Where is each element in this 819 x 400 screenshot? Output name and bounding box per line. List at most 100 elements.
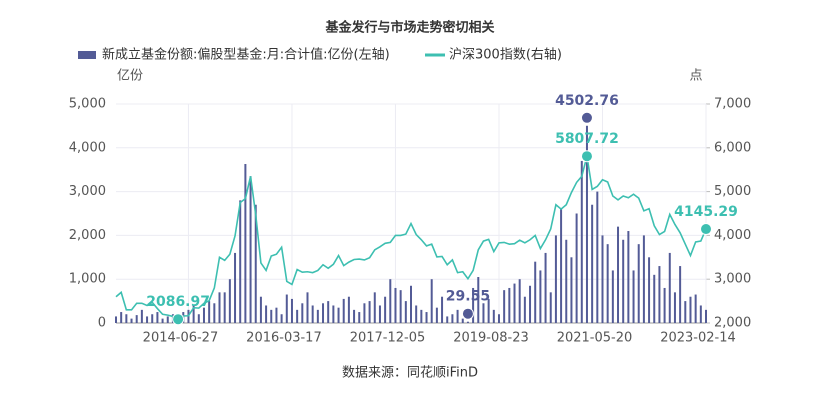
bar: [570, 257, 573, 323]
bar: [441, 296, 444, 323]
bar: [611, 270, 614, 323]
bar: [435, 307, 438, 323]
x-tick-label: 2016-03-17: [246, 331, 322, 346]
mark-point: [580, 150, 593, 163]
legend-label: 新成立基金份额:偏股型基金:月:合计值:亿份(左轴): [102, 47, 390, 63]
bar: [684, 301, 687, 323]
bar: [585, 125, 588, 323]
bar: [327, 301, 330, 323]
bar: [699, 305, 702, 323]
bar: [653, 274, 656, 323]
bar: [151, 314, 154, 323]
bar: [342, 298, 345, 323]
bar: [290, 298, 293, 323]
chart-title: 基金发行与市场走势密切相关: [324, 20, 494, 36]
y2-tick-label: 3,000: [714, 272, 751, 287]
bar: [363, 303, 366, 323]
bar: [637, 244, 640, 323]
y2-tick-label: 4,000: [714, 228, 751, 243]
bar: [534, 261, 537, 323]
bar: [244, 164, 247, 323]
bar: [280, 314, 283, 323]
bar: [306, 292, 309, 323]
bar: [705, 309, 707, 323]
bar: [285, 294, 288, 323]
y-unit: 亿份: [117, 69, 143, 84]
bar: [601, 235, 604, 323]
bar: [358, 312, 361, 323]
bar: [694, 294, 697, 323]
bar: [461, 318, 464, 323]
mark-point: [700, 223, 712, 236]
bar: [591, 204, 594, 323]
mark-point-label: 5807.72: [555, 131, 619, 147]
bar: [446, 316, 449, 323]
bar: [316, 309, 319, 323]
bar: [223, 292, 226, 323]
x-tick-label: 2019-08-23: [453, 331, 529, 346]
bar: [544, 252, 547, 323]
bar: [311, 305, 314, 323]
bar: [466, 321, 469, 323]
mark-point-label: 29.55: [446, 289, 490, 305]
bar: [135, 315, 138, 323]
bar: [332, 305, 335, 323]
legend-label: 沪深300指数(右轴): [449, 47, 562, 63]
bar: [518, 279, 521, 323]
mark-point-label: 4145.29: [674, 204, 738, 220]
bar: [394, 287, 397, 323]
bar: [373, 292, 376, 323]
x-tick-label: 2023-02-14: [660, 331, 736, 346]
bar: [120, 312, 123, 323]
mark-point: [172, 313, 185, 326]
y-tick-label: 5,000: [69, 97, 106, 112]
bar: [513, 283, 516, 323]
bar: [549, 292, 552, 323]
bar: [125, 314, 128, 323]
bar: [642, 235, 645, 323]
bar: [197, 314, 200, 323]
x-tick-label: 2017-12-05: [350, 331, 426, 346]
mark-point: [461, 307, 474, 320]
bar: [161, 318, 164, 323]
bar: [658, 266, 661, 323]
bar: [425, 312, 428, 323]
bar: [497, 314, 500, 323]
bar: [554, 235, 557, 323]
bar: [213, 303, 216, 323]
bar: [648, 257, 651, 323]
mark-point-label: 4502.76: [555, 93, 619, 109]
y2-tick-label: 7,000: [714, 97, 751, 112]
mark-point-label: 2086.97: [146, 294, 210, 310]
bar: [337, 307, 340, 323]
bar: [487, 298, 490, 323]
bar: [353, 309, 356, 323]
bar: [130, 318, 133, 323]
bar: [503, 290, 506, 323]
bar: [529, 285, 532, 323]
bar: [347, 296, 350, 323]
bar: [234, 252, 237, 323]
bar: [254, 204, 257, 323]
bar: [368, 301, 371, 323]
y2-unit: 点: [689, 69, 702, 84]
bar: [617, 226, 620, 323]
bar: [482, 303, 485, 323]
bar: [575, 213, 578, 323]
bar: [415, 305, 418, 323]
bar: [322, 303, 325, 323]
y-tick-label: 4,000: [69, 140, 106, 155]
mark-point: [580, 111, 593, 124]
bar: [663, 287, 666, 323]
bar: [115, 316, 117, 323]
y-tick-label: 2,000: [69, 228, 106, 243]
x-tick-label: 2014-06-27: [143, 331, 219, 346]
bar: [673, 292, 676, 323]
bar: [456, 309, 459, 323]
y-tick-label: 1,000: [69, 272, 106, 287]
bar: [580, 160, 583, 323]
bar: [404, 301, 407, 323]
x-tick-label: 2021-05-20: [557, 331, 633, 346]
